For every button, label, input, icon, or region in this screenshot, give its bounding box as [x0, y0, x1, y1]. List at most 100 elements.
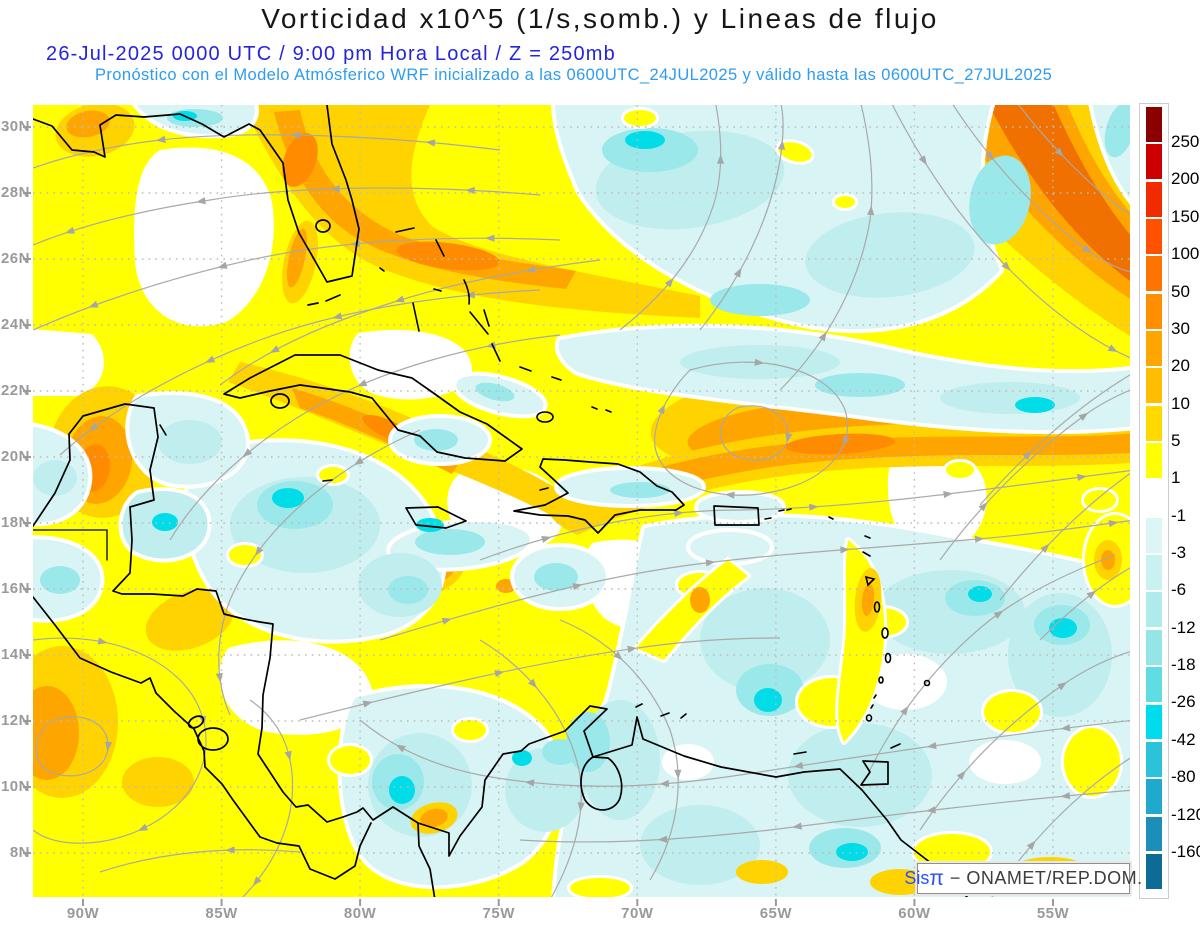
lon-label-75W: 75W	[482, 905, 515, 922]
watermark-pi-symbol: π	[929, 866, 944, 890]
dominica	[873, 601, 881, 613]
great-inagua	[536, 411, 554, 423]
streamline-arrowhead	[1057, 681, 1068, 691]
streamline-arrowhead	[332, 312, 343, 320]
colorbar	[1139, 103, 1169, 899]
streamline-arrowhead	[425, 139, 436, 147]
streamline-arrowhead	[1054, 147, 1064, 157]
grenadines	[870, 694, 877, 709]
colorbar-tick-20: 20	[1171, 356, 1190, 376]
colorbar-tick--18: -18	[1171, 655, 1196, 675]
lake-nicaragua	[197, 727, 229, 751]
lat-label-16N: 16N	[0, 580, 30, 597]
streamline-arrowhead	[577, 802, 585, 812]
lat-label-22N: 22N	[0, 382, 30, 399]
cuba	[223, 354, 523, 462]
streamline-arrows	[64, 131, 1119, 886]
colorbar-segment	[1146, 853, 1162, 889]
colorbar-tick--1: -1	[1171, 505, 1187, 525]
lake-okeechobee	[315, 219, 331, 233]
colorbar-tick--80: -80	[1171, 767, 1196, 787]
lat-label-28N: 28N	[0, 184, 30, 201]
colorbar-segment	[1146, 331, 1162, 366]
lon-label-90W: 90W	[66, 905, 100, 922]
streamline-arrowhead	[225, 846, 235, 854]
abc-islands	[635, 703, 687, 719]
colorbar-tick-200: 200	[1171, 169, 1200, 189]
streamline-arrowhead	[395, 744, 406, 753]
streamline-arrowhead	[842, 435, 850, 447]
page-title: Vorticidad x10^5 (1/s,somb.) y Lineas de…	[261, 3, 939, 34]
streamline-arrowhead	[926, 741, 937, 750]
streamline-arrowhead	[88, 422, 99, 432]
colorbar-tick-10: 10	[1171, 393, 1190, 413]
forecast-subtitle: Pronóstico con el Modelo Atmósferico WRF…	[95, 66, 1053, 84]
streamline-arrowhead	[926, 806, 936, 814]
streamline-arrowhead	[974, 535, 985, 543]
colorbar-tick--160: -160	[1171, 841, 1200, 861]
graticule-grid	[33, 105, 1130, 897]
colorbar-segment	[1146, 592, 1162, 628]
lat-label-14N: 14N	[0, 646, 30, 663]
colorbar-segment	[1146, 368, 1162, 404]
colorbar-segment	[1146, 293, 1162, 329]
colorbar-segment	[1146, 779, 1162, 815]
streamline-arrowhead	[659, 779, 670, 788]
streamline-arrowhead	[269, 345, 280, 353]
colorbar-tick--42: -42	[1171, 729, 1196, 749]
streamline-arrowhead	[785, 432, 793, 443]
streamline-arrowhead	[840, 546, 850, 554]
streamline-arrowhead	[943, 490, 954, 499]
colorbar-segment	[1146, 107, 1162, 142]
streamline-arrowhead	[1107, 344, 1118, 353]
margarita	[793, 751, 807, 755]
watermark-brand: Sis	[904, 868, 930, 888]
streamline-arrowhead	[205, 355, 216, 363]
guadeloupe	[864, 575, 876, 587]
colorbar-segment	[1146, 667, 1162, 702]
streamline-arrowhead	[978, 502, 988, 512]
colorbar-tick-50: 50	[1171, 281, 1190, 301]
martinique	[881, 627, 889, 639]
streamline-arrowhead	[792, 822, 802, 830]
colorbar-tick--12: -12	[1171, 617, 1196, 637]
streamline-arrowhead	[155, 135, 166, 143]
streamline-arrowhead	[441, 617, 452, 625]
lake-managua	[187, 715, 205, 729]
lat-label-24N: 24N	[0, 316, 30, 333]
streamline-arrowhead	[195, 197, 206, 205]
watermark-badge: Sis π − ONAMET/REP.DOM.	[904, 863, 1142, 894]
streamline-arrowhead	[674, 509, 684, 518]
streamline-arrowhead	[777, 140, 786, 150]
lat-label-20N: 20N	[0, 448, 30, 465]
grenada	[865, 714, 873, 722]
streamline-arrowhead	[627, 645, 638, 653]
streamline-arrowhead	[664, 277, 674, 288]
colorbar-segment	[1146, 443, 1162, 478]
lon-label-60W: 60W	[898, 905, 931, 922]
colorbar-tick-250: 250	[1171, 132, 1200, 152]
barbados	[923, 679, 931, 687]
streamline-arrowhead	[88, 300, 99, 308]
streamline-arrowhead	[465, 186, 475, 195]
gonave	[539, 487, 549, 491]
colorbar-segment	[1146, 144, 1162, 180]
lon-label-80W: 80W	[343, 905, 377, 922]
colorbar-tick-30: 30	[1171, 318, 1190, 338]
st-vincent	[878, 676, 884, 684]
colorbar-segment	[1146, 816, 1162, 852]
streamline-arrowhead	[217, 261, 228, 269]
guatemala-border	[33, 529, 108, 561]
streamline-arrowhead	[1022, 450, 1032, 461]
lat-label-26N: 26N	[0, 250, 30, 267]
lat-label-12N: 12N	[0, 712, 30, 729]
streamline-arrowhead	[252, 876, 262, 886]
colorbar-segment	[1146, 629, 1162, 665]
streamline-arrowhead	[1078, 412, 1089, 422]
puerto-rico	[713, 505, 760, 526]
colorbar-segment	[1146, 480, 1162, 516]
streamline-arrowhead	[362, 700, 373, 708]
streamline-arrowhead	[290, 131, 301, 139]
colorbar-segment	[1146, 256, 1162, 292]
